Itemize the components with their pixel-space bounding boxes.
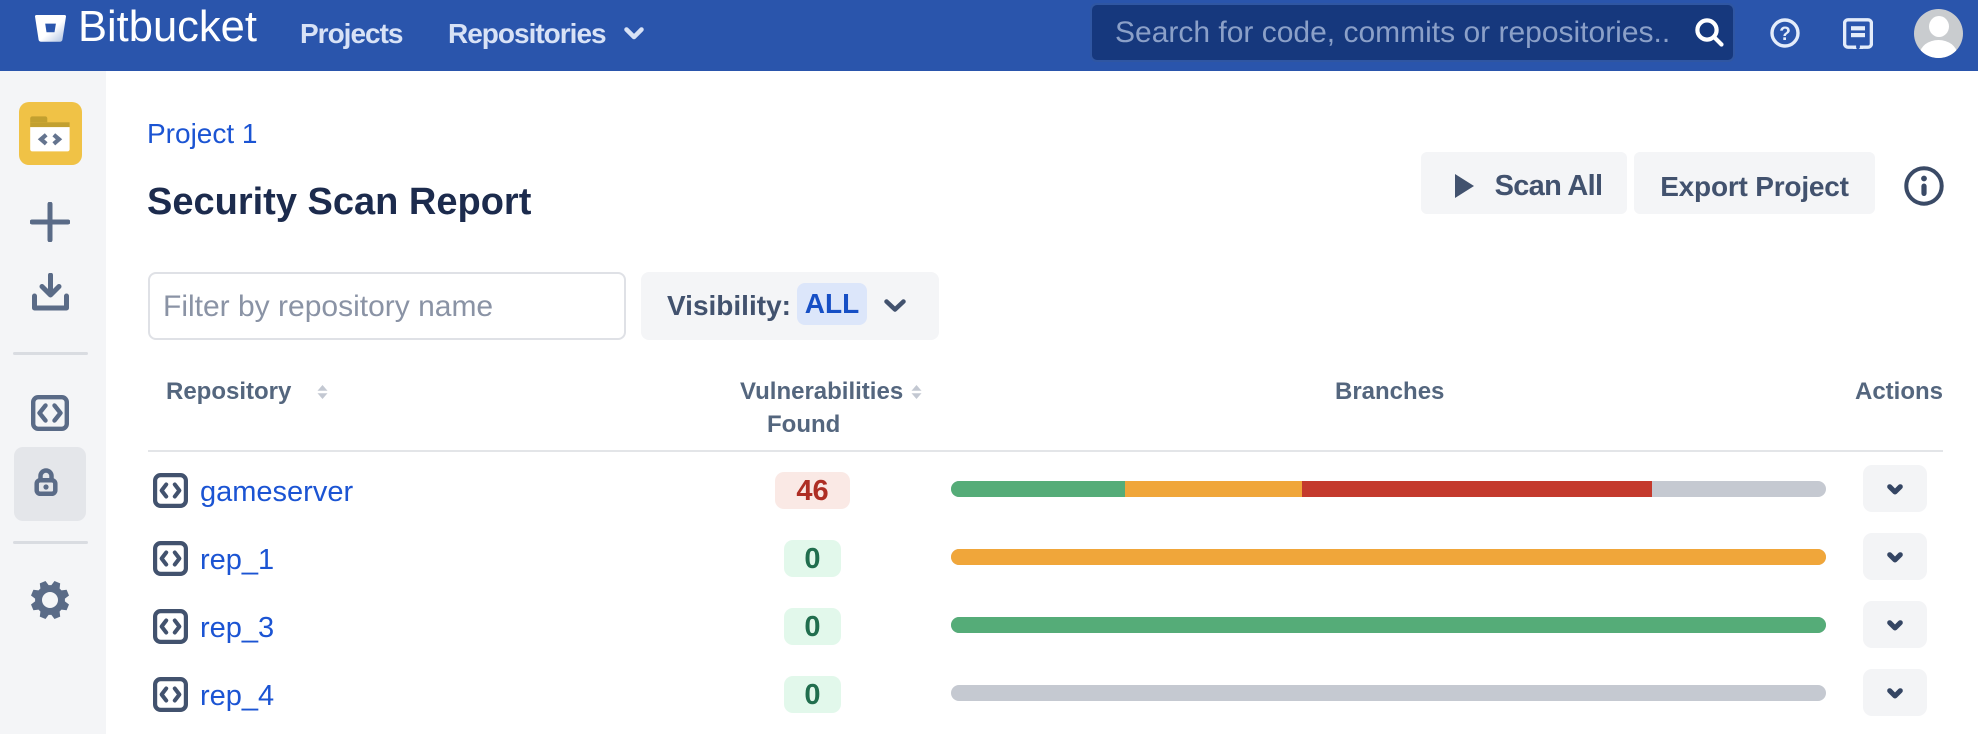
svg-text:?: ?	[1779, 24, 1791, 45]
